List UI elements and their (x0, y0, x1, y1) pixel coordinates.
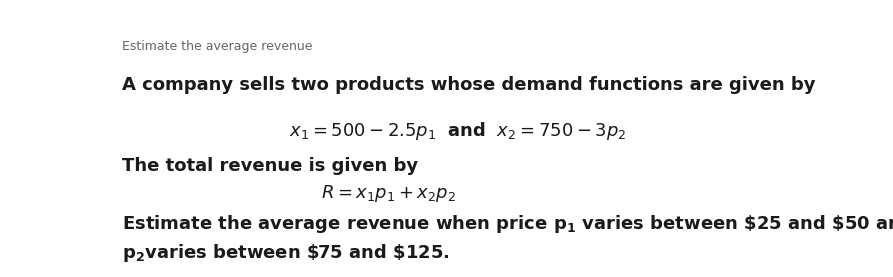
Text: $R = x_1p_1 + x_2p_2$: $R = x_1p_1 + x_2p_2$ (321, 183, 456, 204)
Text: $x_1 = 500 - 2.5p_1\ \ \mathbf{and}\ \ x_2 = 750 - 3p_2$: $x_1 = 500 - 2.5p_1\ \ \mathbf{and}\ \ x… (289, 120, 626, 142)
Text: A company sells two products whose demand functions are given by: A company sells two products whose deman… (122, 76, 815, 94)
Text: Estimate the average revenue when price $\bf{p}_1$ varies between \$25 and \$50 : Estimate the average revenue when price … (122, 214, 893, 235)
Text: Estimate the average revenue: Estimate the average revenue (122, 40, 313, 53)
Text: $\bf{p}_2$varies between \$75 and \$125.: $\bf{p}_2$varies between \$75 and \$125. (122, 242, 450, 264)
Text: The total revenue is given by: The total revenue is given by (122, 157, 418, 175)
